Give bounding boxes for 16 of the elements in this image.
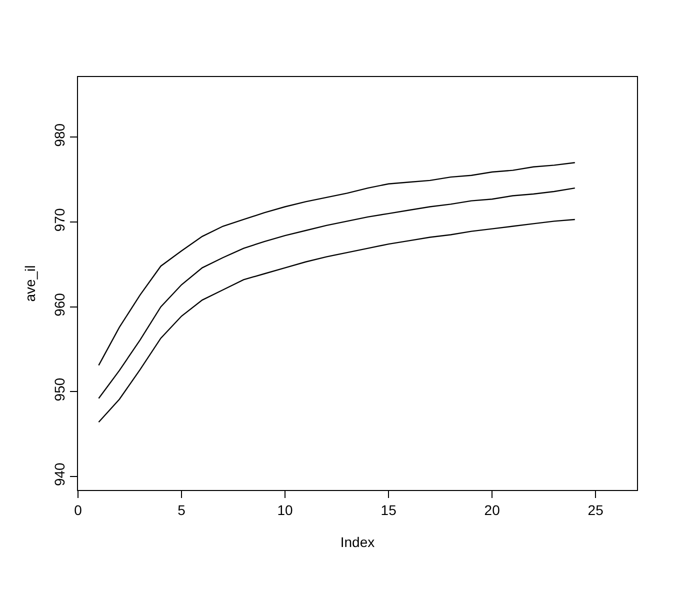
y-tick-label: 950 bbox=[51, 378, 68, 402]
line-series bbox=[98, 218, 576, 423]
x-tick-label: 25 bbox=[588, 502, 604, 518]
x-tick-label: 5 bbox=[178, 502, 186, 518]
line-series bbox=[98, 187, 576, 400]
x-tick-label: 15 bbox=[380, 502, 397, 518]
line-series bbox=[98, 162, 576, 366]
y-tick-label: 960 bbox=[51, 292, 68, 316]
x-tick-label: 20 bbox=[484, 502, 500, 518]
x-tick-label: 0 bbox=[74, 502, 82, 518]
y-axis-title: ave_il bbox=[22, 265, 38, 302]
y-tick-label: 970 bbox=[51, 208, 68, 232]
x-axis-title: Index bbox=[340, 534, 375, 550]
x-tick-label: 10 bbox=[277, 502, 294, 518]
y-tick-label: 940 bbox=[51, 462, 68, 486]
y-tick-label: 980 bbox=[51, 123, 68, 147]
